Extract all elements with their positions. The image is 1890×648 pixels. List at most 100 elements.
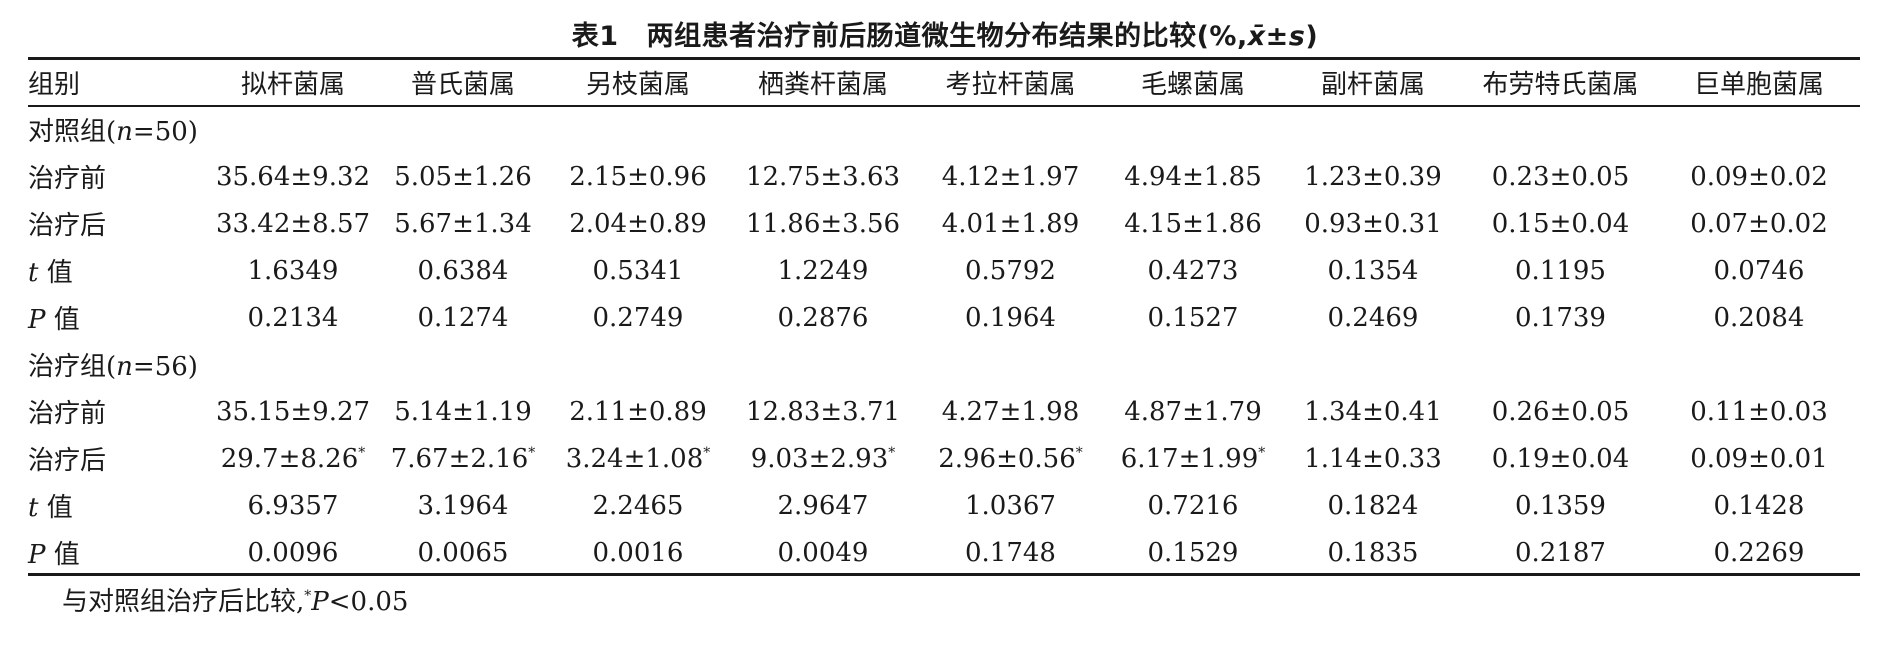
results-table: 组别 拟杆菌属 普氏菌属 另枝菌属 栖粪杆菌属 考拉杆菌属 毛螺菌属 副杆菌属 … — [28, 59, 1860, 576]
table-cell: 0.2084 — [1713, 302, 1805, 333]
column-header: 另枝菌属 — [585, 70, 690, 100]
table-cell: 35.15±9.27 — [215, 396, 371, 427]
top-rule — [28, 57, 1860, 60]
table-cell: 4.27±1.98 — [941, 396, 1080, 427]
table-cell: 1.14±0.33 — [1304, 443, 1442, 474]
table-cell: 1.34±0.41 — [1304, 396, 1442, 427]
table-cell: 0.5341 — [592, 255, 684, 286]
table-cell: 29.7±8.26* — [220, 443, 366, 474]
row-label: 治疗前 — [28, 399, 107, 429]
table-cell: 0.1529 — [1147, 537, 1239, 568]
table-cell: 1.0367 — [965, 490, 1056, 521]
table-cell: 0.1824 — [1327, 490, 1419, 521]
table-cell: 0.07±0.02 — [1690, 208, 1828, 239]
table-cell: 0.7216 — [1147, 490, 1239, 521]
table-cell: 0.1428 — [1713, 490, 1805, 521]
table-cell: 2.9647 — [777, 490, 869, 521]
group-row: 对照组(n=50) — [28, 106, 1860, 153]
column-header: 栖粪杆菌属 — [757, 70, 888, 100]
table-cell: 7.67±2.16* — [390, 443, 536, 474]
table-row: t 值 6.9357 3.1964 2.2465 2.9647 1.0367 0.7216 0… — [28, 482, 1860, 529]
table-title: 两组患者治疗前后肠道微生物分布结果的比较(%,x̄±s) — [646, 21, 1319, 52]
table-cell: 0.1354 — [1327, 255, 1419, 286]
column-header: 副杆菌属 — [1320, 70, 1425, 100]
table-caption: 表1 两组患者治疗前后肠道微生物分布结果的比较(%,x̄±s) — [0, 14, 1890, 53]
table-cell: 0.1835 — [1327, 537, 1419, 568]
table-cell: 12.83±3.71 — [745, 396, 901, 427]
table-cell: 2.96±0.56* — [938, 443, 1083, 474]
row-label: P 值 — [28, 540, 80, 570]
table-cell: 0.0016 — [592, 537, 684, 568]
header-row: 组别 拟杆菌属 普氏菌属 另枝菌属 栖粪杆菌属 考拉杆菌属 毛螺菌属 副杆菌属 … — [28, 59, 1860, 106]
column-header: 毛螺菌属 — [1140, 70, 1245, 100]
table-cell: 3.1964 — [417, 490, 509, 521]
table-cell: 0.1359 — [1515, 490, 1606, 521]
row-label: t 值 — [28, 493, 73, 523]
column-header: 布劳特氏菌属 — [1482, 70, 1639, 100]
table-cell: 0.1748 — [965, 537, 1056, 568]
row-label: 治疗前 — [28, 164, 107, 194]
group-row: 治疗组(n=56) — [28, 341, 1860, 388]
bottom-rule — [28, 573, 1860, 576]
table-cell: 4.01±1.89 — [941, 208, 1080, 239]
table-cell: 5.67±1.34 — [394, 208, 532, 239]
table-cell: 0.0049 — [777, 537, 869, 568]
table-cell: 0.26±0.05 — [1491, 396, 1630, 427]
table-cell: 0.11±0.03 — [1690, 396, 1828, 427]
table-cell: 33.42±8.57 — [215, 208, 371, 239]
table-cell: 0.19±0.04 — [1491, 443, 1630, 474]
table-cell: 0.0065 — [417, 537, 509, 568]
table-cell: 6.17±1.99* — [1120, 443, 1266, 474]
table-cell: 0.2876 — [777, 302, 869, 333]
table-cell: 0.0096 — [247, 537, 339, 568]
table-cell: 2.04±0.89 — [569, 208, 707, 239]
table-cell: 4.87±1.79 — [1124, 396, 1262, 427]
table-row: 治疗后 33.42±8.57 5.67±1.34 2.04±0.89 11.86±3.5… — [28, 200, 1860, 247]
table-row: P 值 0.2134 0.1274 0.2749 0.2876 0.1964 0.1527 0… — [28, 294, 1860, 341]
table-cell: 6.9357 — [247, 490, 339, 521]
row-label: P 值 — [28, 305, 80, 335]
footnote: 与对照组治疗后比较,*P<0.05 — [62, 587, 409, 617]
table-cell: 4.94±1.85 — [1124, 161, 1262, 192]
group-label: 治疗组(n=56) — [28, 352, 198, 382]
table-cell: 5.05±1.26 — [394, 161, 532, 192]
table-cell: 35.64±9.32 — [215, 161, 371, 192]
table-cell: 0.2134 — [247, 302, 339, 333]
table-cell: 12.75±3.63 — [745, 161, 901, 192]
table-cell: 0.09±0.02 — [1690, 161, 1828, 192]
table-cell: 0.2469 — [1327, 302, 1419, 333]
table-cell: 11.86±3.56 — [745, 208, 901, 239]
table-cell: 2.2465 — [592, 490, 684, 521]
table-row: t 值 1.6349 0.6384 0.5341 1.2249 0.5792 0.4273 0… — [28, 247, 1860, 294]
table-cell: 0.09±0.01 — [1690, 443, 1828, 474]
row-label: t 值 — [28, 258, 73, 288]
column-header: 拟杆菌属 — [240, 70, 345, 100]
table-row: 治疗前 35.15±9.27 5.14±1.19 2.11±0.89 12.83±3.7… — [28, 388, 1860, 435]
table-cell: 1.23±0.39 — [1304, 161, 1442, 192]
row-label: 治疗后 — [28, 446, 107, 476]
table-cell: 3.24±1.08* — [565, 443, 711, 474]
table-cell: 0.1739 — [1515, 302, 1606, 333]
table-cell: 1.2249 — [777, 255, 869, 286]
table-cell: 0.0746 — [1713, 255, 1805, 286]
table-cell: 4.15±1.86 — [1124, 208, 1262, 239]
table-cell: 0.5792 — [965, 255, 1056, 286]
row-label: 治疗后 — [28, 211, 107, 241]
table-cell: 2.11±0.89 — [569, 396, 707, 427]
table-cell: 9.03±2.93* — [750, 443, 896, 474]
table-cell: 0.2187 — [1515, 537, 1606, 568]
table-row: 治疗后 29.7±8.26* 7.67±2.16* 3.24±1.08* 9.03±2.… — [28, 435, 1860, 482]
column-header: 巨单胞菌属 — [1693, 70, 1824, 100]
table-row: P 值 0.0096 0.0065 0.0016 0.0049 0.1748 0.1529 0… — [28, 529, 1860, 576]
table-cell: 0.6384 — [417, 255, 509, 286]
table-cell: 1.6349 — [247, 255, 339, 286]
header-rule — [28, 105, 1860, 107]
table-cell: 0.2269 — [1713, 537, 1805, 568]
table-cell: 0.15±0.04 — [1491, 208, 1630, 239]
table-row: 治疗前 35.64±9.32 5.05±1.26 2.15±0.96 12.75±3.6… — [28, 153, 1860, 200]
table-cell: 0.93±0.31 — [1304, 208, 1442, 239]
table-cell: 0.2749 — [592, 302, 684, 333]
table-label: 表1 — [571, 21, 619, 52]
table-cell: 4.12±1.97 — [941, 161, 1080, 192]
table-cell: 0.4273 — [1147, 255, 1239, 286]
